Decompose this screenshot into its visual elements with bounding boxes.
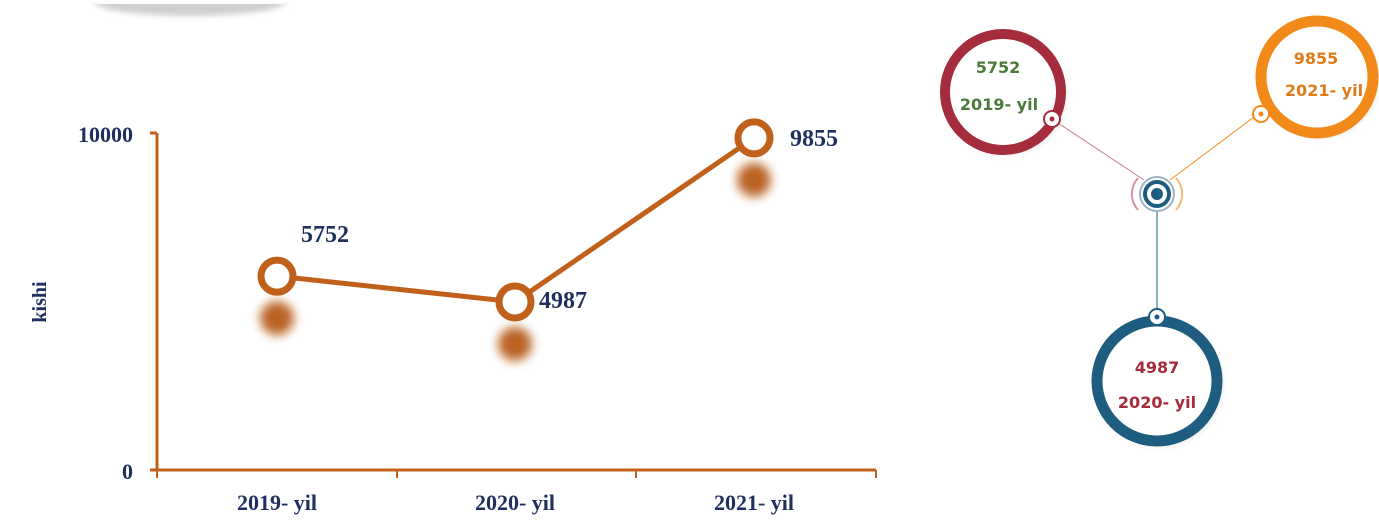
x-tick-label: 2019- yil xyxy=(237,490,317,515)
line-chart: 10000 0 kishi 5752 4987 9855 2019- yil 2020-… xyxy=(29,118,877,515)
hub-arc-right xyxy=(1175,177,1184,211)
point-shadow xyxy=(498,326,532,361)
ring xyxy=(940,29,1066,155)
ring-value: 4987 xyxy=(1135,358,1180,377)
ring-node-2019: 5752 2019- yil xyxy=(940,29,1066,155)
point-shadow xyxy=(260,301,294,336)
point-shadow xyxy=(737,162,771,197)
data-point xyxy=(734,118,774,158)
x-tick-label: 2021- yil xyxy=(714,490,794,515)
data-label: 5752 xyxy=(301,222,349,248)
hub-arc-left xyxy=(1130,177,1139,211)
ring-label: 2021- yil xyxy=(1285,81,1363,100)
series-line xyxy=(276,135,756,305)
data-point xyxy=(495,282,535,322)
ring-diagram: 5752 2019- yil 9855 2021- yil 4987 2020-… xyxy=(940,15,1379,447)
data-point xyxy=(257,256,297,296)
decorative-card-edge xyxy=(92,0,288,4)
connector-dot-core xyxy=(1049,116,1055,122)
hub-core xyxy=(1151,188,1163,200)
data-label: 9855 xyxy=(790,126,838,152)
ring-label: 2019- yil xyxy=(960,95,1038,114)
ring-label: 2020- yil xyxy=(1118,393,1196,412)
ring xyxy=(1091,315,1223,447)
y-tick-label-max: 10000 xyxy=(78,122,133,147)
hub-icon xyxy=(1130,176,1184,212)
chart-marks: 5752 4987 9855 2019- yil 2020- yil 2021- yil xyxy=(237,118,838,515)
ring-value: 9855 xyxy=(1294,49,1339,68)
ring-node-2021: 9855 2021- yil xyxy=(1252,15,1379,139)
ring-node-2020: 4987 2020- yil xyxy=(1091,308,1223,447)
connector-dot-core xyxy=(1258,111,1264,117)
data-label: 4987 xyxy=(539,288,587,314)
ring-value: 5752 xyxy=(976,58,1021,77)
connector-line-2019 xyxy=(1051,118,1145,181)
y-axis-title: kishi xyxy=(29,281,51,323)
x-tick-label: 2020- yil xyxy=(475,490,555,515)
ring xyxy=(1255,15,1379,139)
connector-line-2021 xyxy=(1169,113,1259,181)
connector-dot-core xyxy=(1154,314,1160,320)
y-tick-label-min: 0 xyxy=(122,459,133,484)
